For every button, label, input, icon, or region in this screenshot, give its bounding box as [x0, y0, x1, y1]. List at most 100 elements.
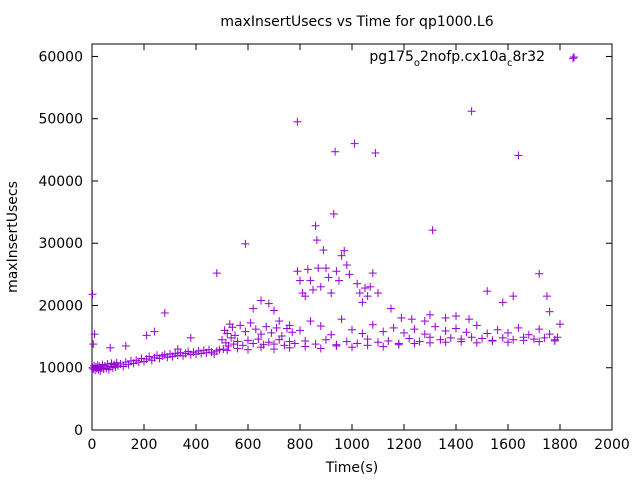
data-point — [353, 279, 362, 288]
data-point — [301, 292, 310, 301]
data-point — [249, 304, 258, 313]
data-point — [384, 336, 393, 345]
data-point — [331, 147, 340, 156]
data-point — [387, 304, 395, 313]
data-point — [405, 334, 414, 343]
data-point — [478, 334, 486, 343]
data-point — [119, 362, 128, 371]
data-point — [332, 267, 341, 276]
y-tick-label: 30000 — [38, 236, 83, 252]
data-point — [316, 282, 325, 291]
data-point — [361, 284, 369, 293]
data-point — [543, 292, 551, 301]
x-tick-label: 400 — [183, 437, 210, 453]
data-point — [312, 236, 321, 245]
data-point — [293, 267, 302, 276]
data-point — [467, 333, 476, 342]
data-point — [322, 264, 330, 273]
data-point — [493, 325, 502, 334]
data-point — [374, 338, 382, 347]
y-tick-label: 40000 — [38, 174, 83, 190]
data-point — [306, 317, 315, 326]
data-point — [283, 324, 291, 333]
data-point — [316, 322, 325, 331]
plot-border — [91, 43, 613, 431]
legend: pg175o2nofp.cx10ac8r32 — [369, 49, 578, 69]
x-tick-label: 800 — [287, 437, 314, 453]
data-point — [219, 345, 228, 354]
data-point — [106, 343, 115, 352]
data-point — [322, 335, 330, 344]
data-point — [314, 264, 323, 273]
data-point — [311, 221, 320, 230]
data-point — [236, 321, 245, 330]
data-point — [150, 327, 159, 336]
y-tick-label: 10000 — [38, 361, 83, 377]
data-point — [316, 344, 325, 353]
data-point — [285, 343, 294, 352]
data-point — [348, 325, 356, 334]
data-point — [535, 337, 544, 346]
data-point — [519, 336, 528, 345]
data-point — [262, 322, 271, 331]
data-point — [233, 337, 242, 346]
data-point — [483, 329, 492, 338]
data-point — [498, 298, 507, 307]
data-point — [215, 345, 224, 354]
data-point — [142, 331, 151, 340]
y-tick-label: 20000 — [38, 298, 83, 314]
data-point — [301, 342, 310, 351]
data-point — [350, 139, 359, 148]
data-point — [545, 330, 554, 339]
data-point — [355, 289, 364, 298]
data-point — [249, 339, 258, 348]
data-point — [270, 345, 278, 354]
data-point — [410, 325, 419, 334]
data-point — [428, 226, 437, 235]
data-point — [368, 320, 377, 329]
data-point — [233, 344, 242, 353]
data-point — [241, 239, 250, 248]
x-tick-label: 1400 — [438, 437, 474, 453]
data-point — [410, 339, 419, 348]
data-point — [224, 341, 233, 350]
data-point — [277, 331, 286, 340]
data-point — [257, 330, 265, 339]
data-point — [426, 310, 434, 319]
y-axis: 0 10000 20000 30000 40000 50000 60000 — [38, 49, 612, 439]
x-axis: 0 200 400 600 800 1000 1200 1400 1600 1800 2000 — [88, 44, 630, 453]
data-point — [436, 335, 445, 344]
data-point — [524, 330, 533, 339]
y-tick-label: 50000 — [38, 112, 83, 128]
data-point — [89, 340, 98, 349]
data-point — [296, 326, 304, 335]
data-point — [244, 336, 252, 345]
x-tick-label: 1800 — [542, 437, 578, 453]
x-tick-label: 0 — [88, 437, 97, 453]
data-point — [379, 342, 388, 351]
data-point — [327, 289, 336, 298]
data-point — [332, 341, 341, 350]
data-point — [309, 285, 317, 294]
data-point — [441, 338, 450, 347]
x-axis-label: Time(s) — [325, 460, 378, 476]
x-tick-label: 2000 — [594, 437, 630, 453]
data-point — [483, 287, 492, 296]
data-point — [407, 315, 416, 324]
data-point — [420, 330, 429, 339]
data-point — [556, 320, 564, 329]
data-point — [504, 338, 512, 347]
data-point — [535, 325, 544, 334]
data-point — [246, 318, 255, 327]
y-tick-label: 0 — [74, 423, 83, 439]
data-point — [363, 341, 372, 350]
y-axis-label: maxInsertUsecs — [5, 181, 21, 293]
data-point — [241, 327, 250, 336]
data-point — [467, 107, 476, 116]
data-point — [231, 331, 239, 340]
data-point — [415, 337, 424, 346]
data-point — [257, 296, 265, 305]
data-point — [535, 269, 544, 278]
data-point — [462, 328, 471, 337]
